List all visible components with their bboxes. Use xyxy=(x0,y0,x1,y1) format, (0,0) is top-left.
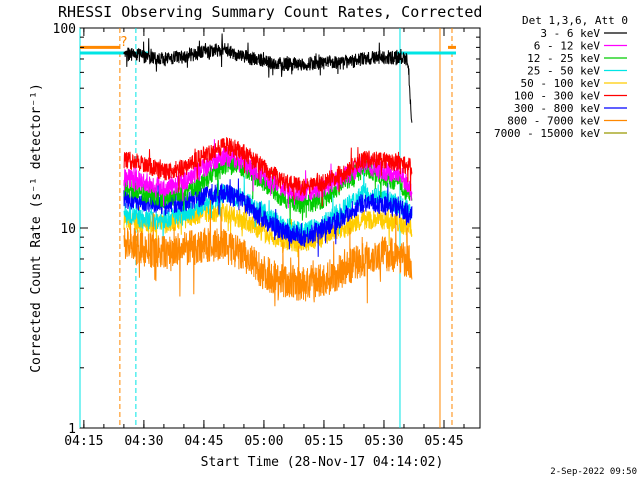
legend-label-0: 3 - 6 keV xyxy=(540,27,600,40)
legend-label-5: 100 - 300 keV xyxy=(514,90,600,103)
series-line-300-800keV xyxy=(123,178,413,257)
legend-label-7: 800 - 7000 keV xyxy=(507,115,600,128)
x-tick-label-5: 05:30 xyxy=(364,434,403,449)
axes-group: 04:15 04:30 04:45 05:00 05:15 05:30 05:45 1 10 10… xyxy=(53,22,480,449)
x-tick-label-4: 05:15 xyxy=(304,434,343,449)
legend-label-1: 6 - 12 keV xyxy=(534,40,601,53)
series-line-50-100keV xyxy=(123,185,413,258)
x-tick-label-1: 04:30 xyxy=(124,434,163,449)
legend-header: Det 1,3,6, Att 0 xyxy=(522,14,628,27)
x-axis-label: Start Time (28-Nov-17 04:14:02) xyxy=(201,455,444,470)
x-tick-label-6: 05:45 xyxy=(424,434,463,449)
legend-label-6: 300 - 800 keV xyxy=(514,102,600,115)
x-tick-label-0: 04:15 xyxy=(64,434,103,449)
legend-label-4: 50 - 100 keV xyxy=(521,77,601,90)
y-tick-label-0: 1 xyxy=(68,422,76,437)
legend-label-2: 12 - 25 keV xyxy=(527,52,600,65)
level-lines xyxy=(80,45,456,55)
series-line-12-25keV xyxy=(123,153,413,225)
y-tick-label-2: 100 xyxy=(53,22,76,37)
date-stamp: 2-Sep-2022 09:50 xyxy=(550,467,637,477)
x-tick-label-2: 04:45 xyxy=(184,434,223,449)
y-axis-label: Corrected Count Rate (s⁻¹ detector⁻¹) xyxy=(29,83,44,373)
vertical-markers xyxy=(79,28,453,428)
series-line-100-300keV xyxy=(123,137,413,207)
legend-label-8: 7000 - 15000 keV xyxy=(494,127,600,140)
series-line-3-6keV xyxy=(123,33,413,123)
annotation-label: ? xyxy=(120,35,128,50)
legend-label-3: 25 - 50 keV xyxy=(527,65,600,78)
chart-title: RHESSI Observing Summary Count Rates, Co… xyxy=(58,3,482,21)
x-tick-label-3: 05:00 xyxy=(244,434,283,449)
series-line-800-7000keV xyxy=(123,199,413,307)
y-tick-label-1: 10 xyxy=(60,222,76,237)
series-group xyxy=(123,33,413,307)
